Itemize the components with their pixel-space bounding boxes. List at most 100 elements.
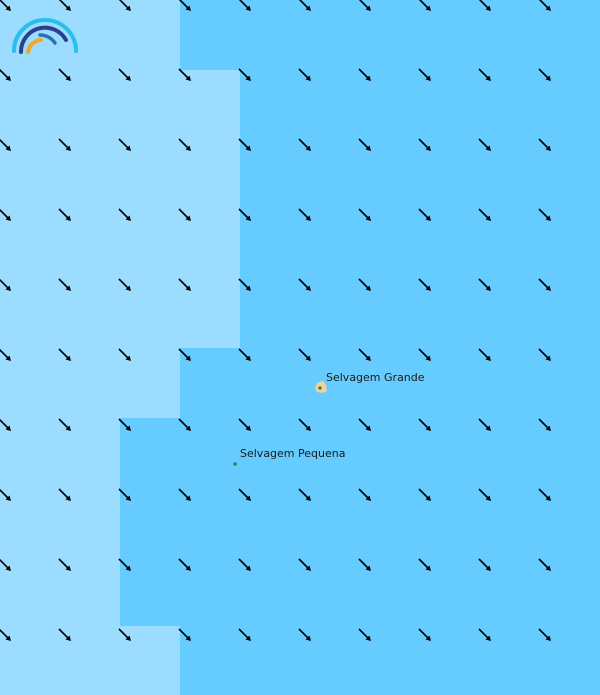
current-arrow bbox=[358, 208, 371, 221]
current-arrow bbox=[58, 0, 71, 11]
current-arrow bbox=[178, 348, 191, 361]
current-arrow bbox=[0, 68, 11, 81]
current-arrow bbox=[478, 208, 491, 221]
current-arrow bbox=[538, 278, 551, 291]
current-arrow bbox=[238, 348, 251, 361]
current-arrow bbox=[178, 418, 191, 431]
current-arrow bbox=[0, 558, 11, 571]
current-arrow bbox=[238, 278, 251, 291]
current-arrow bbox=[418, 628, 431, 641]
current-arrow bbox=[0, 0, 11, 11]
current-arrow bbox=[0, 348, 11, 361]
current-arrow bbox=[178, 0, 191, 11]
current-arrow bbox=[238, 138, 251, 151]
current-arrow bbox=[238, 558, 251, 571]
current-arrow bbox=[118, 208, 131, 221]
current-arrow bbox=[298, 138, 311, 151]
current-arrow bbox=[478, 348, 491, 361]
current-arrow bbox=[238, 418, 251, 431]
current-arrow bbox=[418, 558, 431, 571]
current-arrow bbox=[298, 0, 311, 11]
current-arrow bbox=[418, 418, 431, 431]
current-arrow bbox=[358, 628, 371, 641]
current-arrow bbox=[178, 208, 191, 221]
current-arrow bbox=[538, 558, 551, 571]
current-arrow bbox=[538, 418, 551, 431]
current-arrow bbox=[118, 628, 131, 641]
current-arrow bbox=[478, 488, 491, 501]
current-arrow bbox=[238, 0, 251, 11]
current-arrow bbox=[58, 628, 71, 641]
current-arrow bbox=[118, 0, 131, 11]
place-label: Selvagem Pequena bbox=[240, 447, 346, 460]
current-arrow bbox=[0, 488, 11, 501]
current-arrow bbox=[538, 0, 551, 11]
current-arrow bbox=[538, 68, 551, 81]
current-arrow bbox=[0, 418, 11, 431]
current-arrow bbox=[238, 68, 251, 81]
current-arrow bbox=[118, 488, 131, 501]
current-arrows bbox=[0, 0, 551, 641]
current-arrow bbox=[358, 138, 371, 151]
current-arrow bbox=[298, 348, 311, 361]
current-arrow bbox=[478, 558, 491, 571]
shallow-water-zone bbox=[0, 0, 240, 695]
selvagem-pequena-marker[interactable] bbox=[233, 462, 237, 466]
current-arrow bbox=[58, 68, 71, 81]
current-arrow bbox=[358, 418, 371, 431]
current-arrow bbox=[478, 628, 491, 641]
current-arrow bbox=[298, 488, 311, 501]
current-arrow bbox=[178, 68, 191, 81]
current-arrow bbox=[418, 348, 431, 361]
current-arrow bbox=[418, 278, 431, 291]
current-arrow bbox=[358, 348, 371, 361]
current-arrow bbox=[178, 628, 191, 641]
current-arrow bbox=[298, 628, 311, 641]
current-arrow bbox=[358, 488, 371, 501]
current-arrow bbox=[178, 278, 191, 291]
current-arrow bbox=[418, 488, 431, 501]
current-arrow bbox=[478, 418, 491, 431]
current-arrow bbox=[0, 278, 11, 291]
current-arrow bbox=[478, 68, 491, 81]
current-arrow bbox=[58, 278, 71, 291]
current-arrow bbox=[0, 628, 11, 641]
current-arrow bbox=[478, 0, 491, 11]
current-arrow bbox=[118, 278, 131, 291]
current-arrow bbox=[118, 138, 131, 151]
current-arrow bbox=[418, 208, 431, 221]
current-arrow bbox=[238, 208, 251, 221]
current-arrow bbox=[358, 68, 371, 81]
current-arrow bbox=[58, 418, 71, 431]
current-arrow bbox=[298, 208, 311, 221]
current-arrow bbox=[538, 208, 551, 221]
current-arrow bbox=[358, 558, 371, 571]
current-arrow bbox=[118, 418, 131, 431]
selvagem-grande-marker[interactable] bbox=[318, 386, 322, 390]
current-arrow bbox=[478, 138, 491, 151]
current-arrow bbox=[538, 628, 551, 641]
current-arrow bbox=[418, 0, 431, 11]
current-arrow bbox=[238, 488, 251, 501]
current-arrow bbox=[298, 68, 311, 81]
current-arrow bbox=[538, 488, 551, 501]
current-arrow bbox=[298, 558, 311, 571]
current-arrow bbox=[538, 138, 551, 151]
current-arrow bbox=[58, 488, 71, 501]
current-arrow bbox=[418, 68, 431, 81]
current-arrow bbox=[58, 208, 71, 221]
current-arrow bbox=[0, 138, 11, 151]
current-arrow bbox=[0, 208, 11, 221]
logo bbox=[12, 18, 78, 54]
current-arrow bbox=[178, 558, 191, 571]
current-arrow bbox=[298, 278, 311, 291]
current-arrow bbox=[178, 138, 191, 151]
current-arrow bbox=[238, 628, 251, 641]
current-arrow bbox=[58, 138, 71, 151]
current-arrow bbox=[538, 348, 551, 361]
current-arrow bbox=[58, 348, 71, 361]
current-arrow bbox=[298, 418, 311, 431]
current-arrow bbox=[358, 0, 371, 11]
current-arrow bbox=[118, 68, 131, 81]
